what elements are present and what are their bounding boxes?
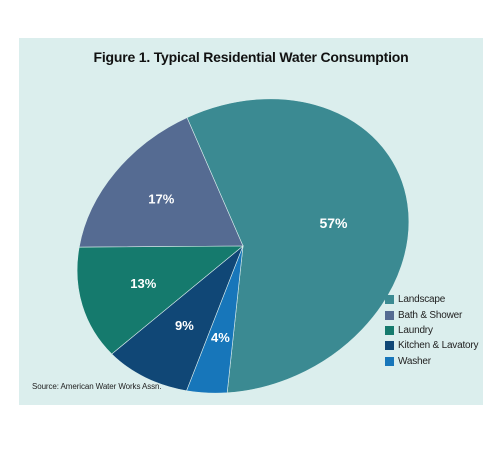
pie-slice-bath-shower [78, 117, 244, 248]
legend-label-landscape: Landscape [398, 294, 446, 306]
legend-item-landscape: Landscape [385, 292, 478, 307]
chart-legend: Landscape Bath & Shower Laundry Kitchen … [385, 292, 479, 369]
legend-label-laundry: Laundry [398, 324, 433, 336]
legend-swatch-laundry [385, 325, 394, 335]
source-note: Source: American Water Works Assn. [32, 382, 162, 391]
legend-label-washer: Washer [398, 355, 431, 367]
legend-label-kitchen-lavatory: Kitchen & Lavatory [398, 340, 479, 352]
legend-swatch-bath-shower [385, 310, 394, 320]
pie-slice-kitchen-lavatory [111, 245, 244, 392]
legend-item-laundry: Laundry [385, 323, 478, 338]
chart-title: Figure 1. Typical Residential Water Cons… [93, 49, 409, 65]
data-label-washer: 4% [211, 330, 230, 345]
legend-swatch-kitchen-lavatory [385, 341, 394, 351]
pie-slice-laundry [76, 245, 244, 355]
legend-item-kitchen-lavatory: Kitchen & Lavatory [385, 338, 479, 353]
data-label-kitchen-lavatory: 9% [175, 318, 194, 333]
pie-slice-landscape [186, 98, 410, 394]
pie-slice-washer [186, 245, 244, 394]
legend-swatch-washer [385, 356, 394, 366]
legend-label-bath-shower: Bath & Shower [398, 309, 463, 321]
legend-swatch-landscape [385, 295, 394, 305]
pie-chart: 57% 17% 13% 9% 4% [76, 98, 410, 394]
data-label-laundry: 13% [130, 276, 156, 291]
chart-panel: 57% 17% 13% 9% 4% Figure 1. Typical Resident… [19, 38, 483, 405]
data-label-landscape: 57% [319, 215, 348, 231]
legend-item-washer: Washer [385, 354, 478, 369]
legend-item-bath-shower: Bath & Shower [385, 307, 478, 322]
data-label-bath-shower: 17% [148, 192, 174, 207]
